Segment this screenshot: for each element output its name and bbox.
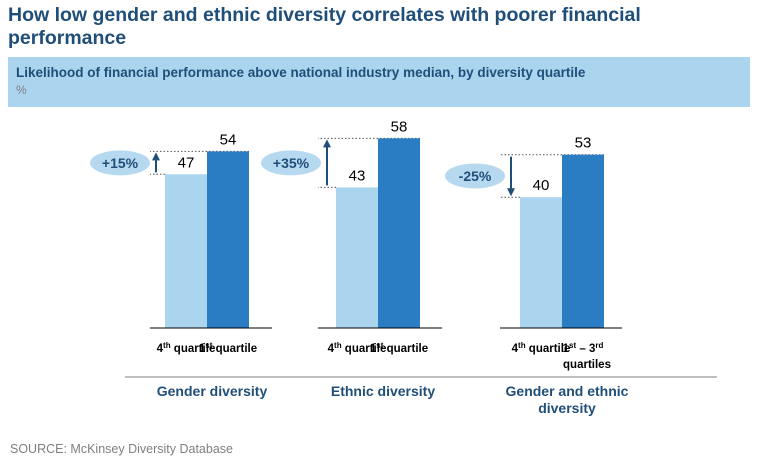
difference-badge	[90, 150, 150, 176]
difference-label: +35%	[273, 155, 310, 171]
chart-title: How low gender and ethnic diversity corr…	[8, 4, 641, 49]
data-label: 58	[391, 118, 408, 135]
bar	[378, 138, 420, 328]
data-label: 47	[178, 154, 195, 171]
difference-arrowhead	[152, 152, 160, 161]
tick-label-line2: quartiles	[563, 359, 611, 371]
tick-label: 4th quartile	[512, 341, 571, 355]
difference-arrowhead	[323, 139, 331, 148]
difference-badge	[445, 163, 505, 189]
data-label: 43	[349, 167, 366, 184]
source-note: SOURCE: McKinsey Diversity Database	[10, 442, 233, 456]
difference-arrowhead	[507, 188, 515, 197]
bar	[207, 151, 249, 328]
group-label: Gender and ethnic	[506, 383, 629, 399]
bar	[520, 197, 562, 328]
tick-label: 4th quartile	[328, 341, 387, 355]
group-label: diversity	[538, 400, 596, 416]
difference-badge	[261, 150, 321, 176]
difference-label: -25%	[459, 168, 492, 184]
bar	[562, 154, 604, 328]
difference-label: +15%	[102, 155, 139, 171]
group-label: Ethnic diversity	[331, 383, 435, 399]
data-label: 40	[533, 177, 550, 194]
bar	[336, 187, 378, 328]
group-label: Gender diversity	[157, 383, 268, 399]
data-label: 54	[220, 131, 237, 148]
tick-label: 1st quartile	[199, 341, 257, 355]
tick-label: 1st – 3rd	[563, 341, 604, 355]
bar	[165, 174, 207, 328]
subtitle-banner: Likelihood of financial performance abov…	[8, 57, 750, 107]
tick-label: 4th quartile	[157, 341, 216, 355]
unit-label: %	[16, 83, 27, 97]
tick-label: 1st quartile	[370, 341, 428, 355]
chart-subtitle: Likelihood of financial performance abov…	[16, 65, 586, 80]
data-label: 53	[575, 135, 592, 152]
